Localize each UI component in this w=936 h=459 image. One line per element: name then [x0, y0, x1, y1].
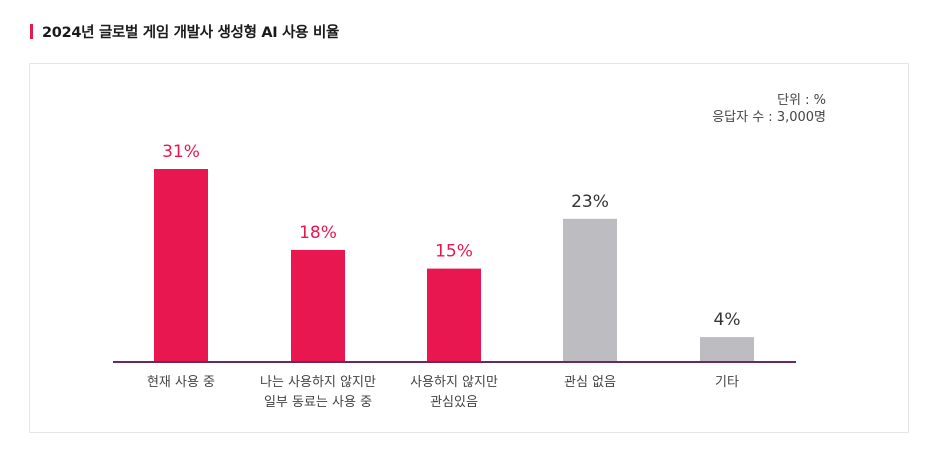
bar-5	[700, 337, 754, 362]
bar-value-label-1: 31%	[162, 142, 200, 162]
bar-value-label-2: 18%	[299, 223, 337, 243]
category-label-3-line-2: 관심있음	[430, 395, 478, 410]
category-label-2-line-1: 나는 사용하지 않지만	[260, 375, 376, 390]
bar-value-label-3: 15%	[435, 242, 473, 262]
bar-1	[154, 169, 208, 362]
title-accent-bar	[30, 23, 33, 39]
respondents-label: 응답자 수 : 3,000명	[712, 110, 826, 125]
bar-4	[563, 218, 617, 362]
bar-3	[427, 268, 481, 362]
category-label-3-line-1: 사용하지 않지만	[410, 375, 498, 390]
category-label-4: 관심 없음	[564, 375, 616, 390]
chart-title: 2024년 글로벌 게임 개발사 생성형 AI 사용 비율	[42, 24, 340, 41]
category-label-1: 현재 사용 중	[147, 375, 215, 390]
bar-value-label-5: 4%	[714, 310, 741, 330]
category-label-5: 기타	[715, 375, 739, 390]
chart-meta: 단위 : % 응답자 수 : 3,000명	[712, 92, 826, 126]
bar-value-label-4: 23%	[571, 192, 609, 212]
chart-header: 2024년 글로벌 게임 개발사 생성형 AI 사용 비율	[30, 20, 339, 42]
bar-2	[291, 249, 345, 362]
category-label-2-line-2: 일부 동료는 사용 중	[264, 395, 372, 410]
unit-label: 단위 : %	[777, 93, 826, 108]
